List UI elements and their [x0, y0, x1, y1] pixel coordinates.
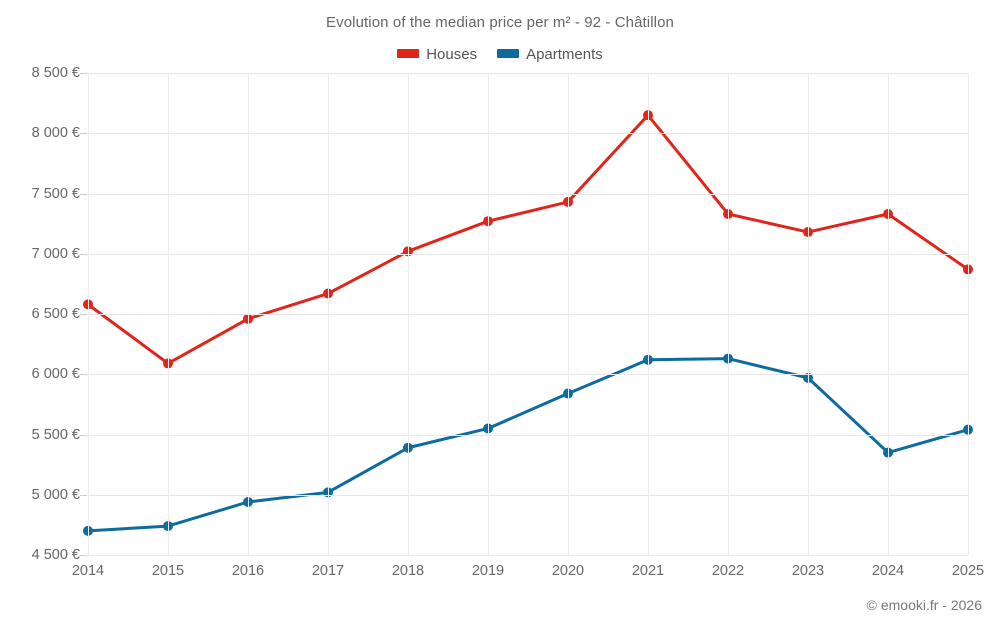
chart-lines: [83, 110, 973, 536]
y-axis-tick-mark: [80, 555, 87, 556]
legend-swatch-icon: [397, 48, 420, 58]
chart-title: Evolution of the median price per m² - 9…: [326, 14, 674, 31]
y-axis-tick-mark: [80, 133, 87, 135]
x-axis-tick-label: 2023: [791, 563, 825, 579]
legend-swatch-icon: [497, 48, 520, 58]
footer-credit: © emooki.fr - 2026: [866, 597, 982, 613]
gridline-horizontal: [88, 193, 968, 195]
gridline-horizontal: [88, 494, 968, 496]
gridline-vertical: [488, 73, 489, 555]
gridline-horizontal: [88, 374, 968, 376]
x-axis-tick-label: 2016: [231, 563, 265, 579]
gridline-vertical: [808, 73, 809, 555]
y-axis-tick-label: 5 000 €: [31, 486, 80, 503]
y-axis-tick-labels: 4 500 € 5 000 € 5 500 € 6 000 € 6 500 € 7 000…: [0, 65, 87, 563]
gridline-vertical: [168, 73, 169, 555]
x-axis-tick-label: 2025: [951, 563, 985, 579]
legend-item-houses[interactable]: Houses: [397, 45, 477, 63]
gridline-vertical: [888, 73, 889, 555]
chart-legend: Houses Apartments: [0, 45, 1000, 63]
series-line-houses: [86, 113, 970, 365]
y-axis-tick-label: 6 500 €: [31, 306, 80, 322]
x-axis-tick-label: 2019: [471, 563, 505, 579]
x-axis-tick-label: 2024: [871, 563, 905, 579]
gridline-vertical: [728, 73, 729, 555]
y-axis-tick-mark: [80, 253, 87, 255]
y-axis-tick-mark: [80, 193, 87, 195]
y-axis-tick-mark: [80, 314, 87, 315]
gridline-vertical: [248, 73, 249, 555]
y-axis-tick-label: 6 000 €: [31, 366, 80, 383]
series-line-apartments: [86, 357, 970, 533]
x-axis-tick-label: 2015: [151, 563, 185, 579]
x-axis-tick-label: 2017: [311, 563, 345, 579]
y-axis-tick-label: 4 500 €: [31, 547, 80, 563]
y-axis-tick-label: 8 500 €: [31, 65, 80, 81]
x-axis-tick-label: 2018: [391, 563, 425, 579]
gridline-vertical: [328, 73, 329, 555]
gridline-horizontal: [88, 133, 968, 135]
x-axis-tick-label: 2021: [631, 563, 665, 579]
plot-area: [83, 73, 973, 556]
gridline-horizontal: [88, 555, 968, 556]
x-axis-tick-labels: 2014 2015 2016 2017 2018 2019 2020 2021 2022 2023…: [72, 563, 984, 587]
x-axis-tick-label: 2020: [551, 563, 585, 579]
x-axis-tick-label: 2022: [711, 563, 745, 579]
legend-label: Apartments: [526, 45, 603, 63]
gridline-vertical: [968, 73, 969, 555]
y-axis-tick-mark: [80, 434, 87, 436]
y-axis-tick-label: 7 000 €: [31, 245, 80, 262]
gridline-vertical: [648, 73, 649, 555]
x-axis-tick-label: 2014: [71, 563, 105, 579]
legend-item-apartments[interactable]: Apartments: [497, 45, 603, 63]
y-axis-tick-label: 5 500 €: [31, 426, 80, 443]
gridline-horizontal: [88, 73, 968, 74]
y-axis-tick-mark: [80, 73, 87, 74]
y-axis-tick-label: 8 000 €: [31, 125, 80, 142]
gridline-horizontal: [88, 253, 968, 255]
gridline-vertical: [408, 73, 409, 555]
y-axis-tick-label: 7 500 €: [31, 185, 80, 202]
gridline-horizontal: [88, 434, 968, 436]
gridline-horizontal: [88, 314, 968, 315]
gridline-vertical: [568, 73, 569, 555]
legend-label: Houses: [426, 45, 478, 63]
y-axis-tick-mark: [80, 494, 87, 496]
y-axis-tick-mark: [80, 374, 87, 376]
gridline-vertical: [88, 73, 89, 555]
